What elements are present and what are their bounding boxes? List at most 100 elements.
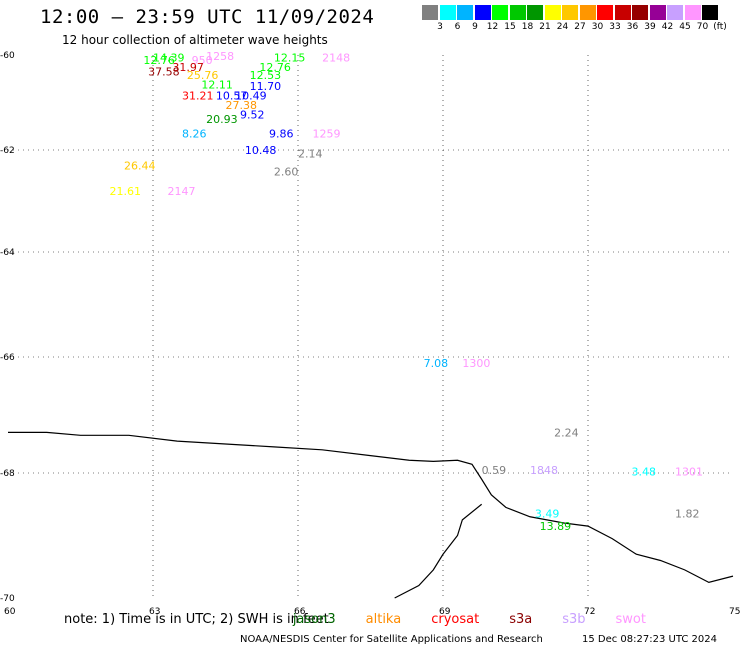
colorbar-swatch bbox=[422, 5, 438, 20]
y-tick-label: -64 bbox=[0, 248, 15, 258]
colorbar-swatch bbox=[474, 5, 491, 20]
wave-height-label: 21.61 bbox=[110, 185, 142, 198]
wave-height-label: 1300 bbox=[462, 357, 490, 370]
x-tick-label: 75 bbox=[729, 607, 740, 617]
wave-height-label: 1848 bbox=[530, 464, 558, 477]
coastline-main bbox=[8, 431, 734, 584]
colorbar-swatch bbox=[492, 5, 508, 20]
wave-height-label: 20.93 bbox=[206, 113, 238, 126]
x-tick-label: 72 bbox=[584, 607, 595, 617]
footer-note: note: 1) Time is in UTC; 2) SWH is in fe… bbox=[64, 612, 646, 627]
map-title: 12:00 – 23:59 UTC 11/09/2024 bbox=[40, 6, 375, 28]
colorbar-swatch bbox=[527, 5, 543, 20]
colorbar-swatch bbox=[702, 5, 718, 20]
colorbar-label: 18 bbox=[521, 22, 534, 32]
wave-height-label: 2148 bbox=[322, 51, 350, 64]
satellite-legend-item: s3a bbox=[509, 612, 533, 627]
colorbar-swatch bbox=[684, 5, 701, 20]
wave-height-label: 3.48 bbox=[632, 465, 657, 478]
wave-height-label: 2.60 bbox=[274, 165, 299, 178]
wave-height-label: 1301 bbox=[675, 465, 703, 478]
colorbar-swatch bbox=[649, 5, 666, 20]
satellite-legend: jason3 altika cryosat s3a s3b swot bbox=[293, 612, 646, 627]
colorbar-label: 42 bbox=[661, 22, 674, 32]
colorbar-label: 45 bbox=[679, 22, 691, 32]
x-tick-label: 63 bbox=[149, 607, 160, 617]
satellite-legend-item: swot bbox=[615, 612, 646, 627]
y-tick-label: -70 bbox=[0, 594, 15, 604]
credit-line: NOAA/NESDIS Center for Satellite Applica… bbox=[240, 634, 543, 645]
wave-height-label: 10.48 bbox=[245, 144, 276, 157]
colorbar-swatch bbox=[597, 5, 613, 20]
wave-height-label: 0.59 bbox=[482, 464, 507, 477]
wave-height-label: 2.24 bbox=[554, 426, 579, 439]
coastline bbox=[8, 431, 734, 599]
colorbar-swatch bbox=[544, 5, 561, 20]
wave-height-label: 12.11 bbox=[201, 78, 233, 91]
colorbar-label: 15 bbox=[504, 22, 516, 32]
colorbar-swatch bbox=[614, 5, 631, 20]
wave-height-label: 9.52 bbox=[240, 108, 265, 121]
colorbar-swatch bbox=[439, 5, 456, 20]
colorbar-label: 9 bbox=[472, 22, 478, 32]
satellite-legend-item: jason3 bbox=[292, 612, 336, 627]
note-text: note: 1) Time is in UTC; 2) SWH is in fe… bbox=[64, 612, 329, 627]
x-tick-label: 60 bbox=[4, 607, 16, 617]
wave-height-label: 8.26 bbox=[182, 127, 207, 140]
x-tick-label: 66 bbox=[294, 607, 306, 617]
x-tick-label: 69 bbox=[439, 607, 451, 617]
colorbar-swatch bbox=[579, 5, 596, 20]
colorbar-label: (ft) bbox=[713, 22, 727, 32]
colorbar-swatch bbox=[562, 5, 578, 20]
y-tick-label: -60 bbox=[0, 51, 15, 61]
colorbar-label: 39 bbox=[644, 22, 656, 32]
wave-height-label: 13.89 bbox=[540, 520, 572, 533]
wave-height-label: 2.14 bbox=[298, 148, 323, 161]
wave-height-label: 27.38 bbox=[226, 99, 258, 112]
coastline-inlet bbox=[394, 503, 483, 599]
gridlines bbox=[8, 55, 733, 600]
y-tick-label: -62 bbox=[0, 146, 15, 156]
colorbar-label: 12 bbox=[486, 22, 499, 32]
wave-height-label: 1259 bbox=[313, 127, 341, 140]
satellite-legend-item: s3b bbox=[562, 612, 586, 627]
wave-height-label: 10.57 bbox=[216, 89, 248, 102]
axis-ticks: 60 63 66 69 72 75 -60 -62 -64 -66 -68 -70 bbox=[0, 51, 740, 617]
wave-height-label: 37.58 bbox=[148, 66, 180, 79]
wave-height-label: 2147 bbox=[168, 185, 196, 198]
wave-height-label: 12.76 bbox=[259, 61, 291, 74]
colorbar-label: 21 bbox=[539, 22, 551, 32]
wave-height-label: 10.49 bbox=[235, 89, 267, 102]
colorbar-swatch bbox=[632, 5, 648, 20]
wave-height-label: 7.08 bbox=[424, 357, 449, 370]
wave-height-label: 1258 bbox=[206, 50, 234, 63]
wave-height-label: 11.70 bbox=[250, 80, 282, 93]
colorbar-label: 30 bbox=[591, 22, 604, 32]
colorbar-label: 33 bbox=[609, 22, 621, 32]
colorbar-label: 3 bbox=[437, 22, 443, 32]
wave-height-label: 31.21 bbox=[182, 89, 214, 102]
satellite-legend-item: altika bbox=[365, 612, 402, 627]
map-subtitle: 12 hour collection of altimeter wave hei… bbox=[62, 33, 328, 47]
colorbar-label: 27 bbox=[574, 22, 586, 32]
y-tick-label: -68 bbox=[0, 469, 15, 479]
y-tick-label: -66 bbox=[0, 353, 15, 363]
colorbar-label: 24 bbox=[556, 22, 569, 32]
wave-height-label: 12.15 bbox=[274, 51, 306, 64]
wave-height-label: 950 bbox=[192, 54, 213, 67]
wave-height-label: 1.82 bbox=[675, 508, 700, 521]
wave-height-label: 3.49 bbox=[535, 508, 560, 521]
wave-height-label: 31.97 bbox=[172, 61, 204, 74]
generated-timestamp: 15 Dec 08:27:23 UTC 2024 bbox=[582, 634, 717, 645]
satellite-legend-item: cryosat bbox=[431, 612, 480, 627]
colorbar-label: 6 bbox=[454, 22, 461, 32]
wave-height-label: 14.39 bbox=[153, 51, 185, 64]
wave-height-label: 26.44 bbox=[124, 159, 156, 172]
colorbar-swatch bbox=[509, 5, 526, 20]
colorbar-label: 36 bbox=[626, 22, 639, 32]
wave-height-label: 12.53 bbox=[250, 69, 282, 82]
colorbar-swatch bbox=[457, 5, 473, 20]
colorbar-swatch bbox=[667, 5, 683, 20]
